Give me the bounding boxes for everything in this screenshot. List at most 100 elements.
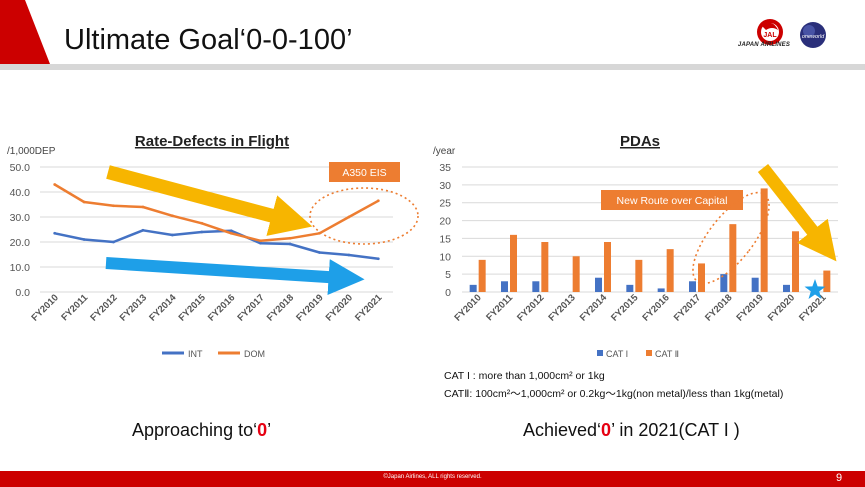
- annotation-label: A350 EIS: [342, 167, 386, 179]
- page-number: 9: [836, 472, 843, 484]
- x-tick-label: FY2020: [766, 292, 797, 323]
- y-tick-label: 0: [445, 287, 451, 299]
- annotation-label: New Route over Capital: [617, 195, 728, 207]
- bar-cat2: [729, 224, 737, 292]
- y-tick-label: 10: [439, 251, 451, 263]
- a350-annotation: A350 EIS: [309, 162, 419, 245]
- bar-cat1: [595, 277, 602, 292]
- data-point: [229, 231, 233, 235]
- chart-legend: CAT I CAT Ⅱ: [597, 349, 679, 359]
- bar-cat1: [469, 284, 477, 292]
- x-tick-label: FY2010: [30, 292, 61, 323]
- bar-cat2: [792, 231, 799, 292]
- bar-cat1: [532, 281, 540, 292]
- series-line-int: [54, 229, 379, 261]
- data-point: [141, 228, 145, 232]
- caption-achieved: Achieved‘0’ in 2021(CAT I ): [523, 420, 740, 441]
- chart-title: Rate-Defects in Flight: [135, 133, 289, 150]
- bar-cat2: [510, 234, 517, 292]
- caption-text: ’ in 2021(CAT I ): [611, 420, 740, 440]
- x-tick-label: FY2018: [703, 292, 734, 323]
- bar-cat2: [572, 256, 580, 292]
- y-tick-label: 35: [439, 162, 451, 174]
- y-tick-label: 5: [445, 269, 451, 281]
- y-tick-label: 10.0: [10, 262, 31, 274]
- bar-cat1: [501, 281, 508, 292]
- legend-item-cat1: CAT I: [606, 349, 628, 359]
- data-point: [53, 231, 57, 235]
- y-tick-label: 20.0: [10, 237, 31, 249]
- x-tick-label: FY2014: [147, 292, 179, 324]
- copyright: ©Japan Airlines, ALL rights reserved.: [383, 474, 482, 480]
- cat1-definition: CAT I : more than 1,000cm² or 1kg: [444, 370, 605, 382]
- data-point: [170, 233, 174, 237]
- data-point: [112, 204, 115, 208]
- y-tick-label: 30.0: [10, 212, 31, 224]
- chart-legend: INT DOM: [162, 349, 265, 359]
- data-point: [170, 214, 174, 218]
- x-tick-label: FY2018: [265, 292, 296, 323]
- bar-cat2: [541, 242, 549, 292]
- footer-bar: [0, 471, 865, 487]
- x-tick-label: FY2011: [484, 292, 515, 323]
- caption-text: Approaching to‘: [132, 420, 258, 440]
- bar-cat2: [666, 249, 674, 292]
- series-line-dom: [54, 183, 379, 243]
- y-tick-label: 25: [439, 198, 451, 210]
- y-tick-label: 40.0: [10, 187, 31, 199]
- data-point: [259, 239, 263, 243]
- y-tick-label: 20: [439, 216, 451, 228]
- data-point: [200, 230, 204, 234]
- data-point: [200, 221, 204, 225]
- airline-logos: JAL oneworld: [757, 19, 826, 48]
- bar-cat1: [783, 284, 790, 292]
- x-tick-label: FY2013: [546, 292, 577, 323]
- corner-triangle: [0, 0, 50, 64]
- x-tick-label: FY2011: [59, 292, 90, 323]
- bar-cat1: [751, 277, 759, 292]
- y-tick-label: 50.0: [10, 162, 31, 174]
- jal-crane-logo-icon: JAL: [757, 19, 783, 45]
- y-tick-label: 30: [439, 180, 451, 192]
- chart-unit-label: /year: [433, 146, 456, 157]
- data-point: [229, 229, 233, 233]
- airline-name: JAPAN AIRLINES: [737, 42, 791, 48]
- data-point: [82, 200, 86, 204]
- caption-text: Achieved‘: [523, 420, 602, 440]
- x-tick-label: FY2019: [294, 292, 325, 323]
- legend-item-int: INT: [188, 349, 203, 359]
- trend-arrow-down: [757, 163, 837, 262]
- data-point: [347, 253, 351, 257]
- trend-arrow-int: [105, 257, 365, 296]
- title-divider: [0, 64, 865, 70]
- data-point: [53, 183, 57, 186]
- data-point: [288, 236, 292, 240]
- data-point: [376, 199, 380, 203]
- x-tick-label: FY2012: [515, 292, 546, 323]
- x-tick-label: FY2015: [177, 292, 209, 324]
- y-tick-label: 15: [439, 233, 451, 245]
- oneworld-logo-text: oneworld: [802, 34, 825, 40]
- y-tick-label: 0.0: [15, 287, 30, 299]
- x-tick-label: FY2012: [88, 292, 119, 323]
- x-tick-label: FY2016: [640, 292, 671, 323]
- chart-rate-defects: Rate-Defects in Flight /1,000DEP 0.0 10.0…: [7, 133, 419, 359]
- x-tick-label: FY2017: [672, 292, 703, 323]
- x-tick-label: FY2016: [206, 292, 237, 323]
- bar-cat1: [657, 288, 665, 292]
- chart-unit-label: /1,000DEP: [7, 146, 56, 157]
- data-point: [82, 238, 86, 241]
- x-tick-label: FY2015: [609, 292, 641, 324]
- new-route-annotation: New Route over Capital: [601, 190, 770, 285]
- bar-cat2: [698, 263, 705, 292]
- bar-cat2: [760, 188, 768, 292]
- x-tick-label: FY2021: [353, 292, 385, 324]
- legend-item-cat2: CAT Ⅱ: [655, 349, 679, 359]
- bar-cat2: [823, 270, 831, 292]
- data-point: [347, 215, 351, 219]
- highlight-ellipse: [309, 187, 419, 245]
- trend-arrow-dom: [106, 165, 313, 236]
- bar-cat1: [626, 284, 634, 292]
- x-tick-label: FY2020: [324, 292, 355, 323]
